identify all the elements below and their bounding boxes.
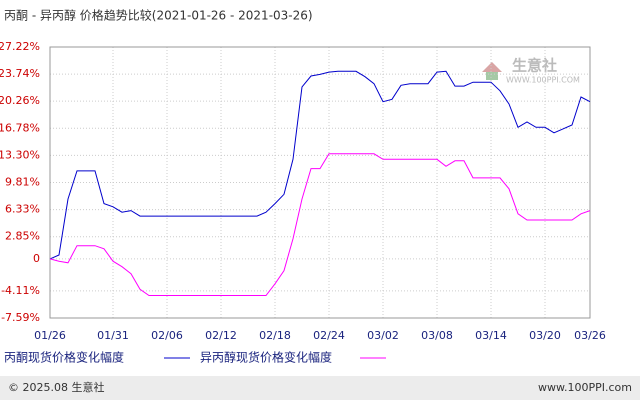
- x-tick-label: 03/26: [574, 329, 606, 342]
- x-tick-label: 01/26: [34, 329, 66, 342]
- x-tick-label: 01/31: [97, 329, 129, 342]
- y-tick-label: 2.85%: [5, 230, 40, 243]
- chart-title: 丙酮 - 异丙醇 价格趋势比较(2021-01-26 - 2021-03-26): [4, 8, 313, 23]
- plot-frame: [49, 46, 591, 319]
- y-tick-label: 16.78%: [0, 121, 40, 134]
- y-tick-label: 20.26%: [0, 94, 40, 107]
- x-tick-label: 03/08: [421, 329, 453, 342]
- y-tick-label: 0: [33, 252, 40, 265]
- x-tick-label: 02/24: [313, 329, 345, 342]
- legend-label: 异丙醇现货价格变化幅度: [200, 350, 332, 365]
- series-line: [49, 153, 591, 296]
- legend-label: 丙酮现货价格变化幅度: [4, 350, 124, 365]
- x-tick-label: 02/12: [205, 329, 237, 342]
- footer-left: © 2025.08 生意社: [8, 380, 104, 394]
- series-line: [49, 70, 591, 260]
- watermark: 生意社: [512, 57, 557, 75]
- x-tick-label: 03/02: [367, 329, 399, 342]
- footer: [0, 376, 640, 400]
- y-tick-label: 6.33%: [5, 203, 40, 216]
- x-tick-label: 03/14: [475, 329, 507, 342]
- x-tick-label: 02/18: [259, 329, 291, 342]
- y-tick-label: -7.59%: [1, 311, 40, 324]
- y-tick-label: -4.11%: [1, 284, 40, 297]
- watermark-url: WWW.100PPI.COM: [506, 76, 580, 85]
- y-tick-label: 9.81%: [5, 176, 40, 189]
- footer-right: www.100PPI.com: [538, 381, 632, 394]
- logo: 生意社 WWW.100PPI.COM: [482, 57, 580, 85]
- y-tick-label: 23.74%: [0, 67, 40, 80]
- y-tick-label: 13.30%: [0, 148, 40, 161]
- y-tick-label: 27.22%: [0, 40, 40, 53]
- x-tick-label: 02/06: [151, 329, 183, 342]
- x-tick-label: 03/20: [529, 329, 561, 342]
